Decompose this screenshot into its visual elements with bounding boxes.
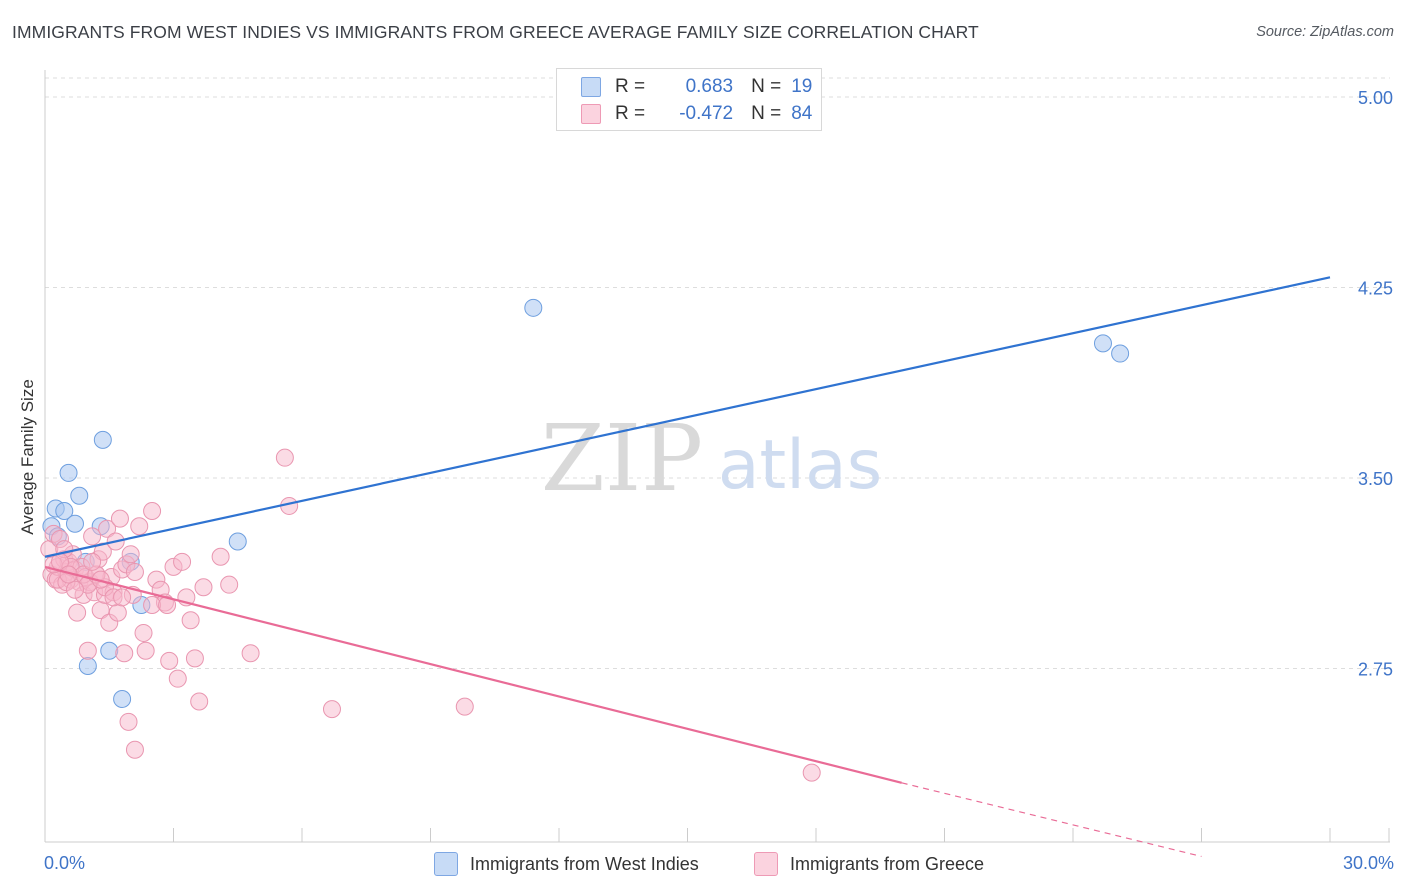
point-greece	[108, 603, 127, 622]
point-greece	[113, 588, 132, 607]
point-west-indies	[524, 298, 543, 317]
legend-r-value: 0.683	[685, 76, 734, 97]
point-greece	[160, 651, 179, 670]
point-greece	[136, 641, 155, 660]
point-greece	[173, 552, 192, 571]
legend-n-label: N =	[751, 76, 782, 97]
legend-n-label: N =	[751, 103, 782, 124]
correlation-legend: R = 0.683 N = 19 R = -0.472 N = 84	[556, 68, 822, 131]
series-swatch-greece	[754, 852, 778, 876]
point-west-indies	[228, 532, 247, 551]
point-greece	[143, 502, 162, 521]
x-tick-label-max: 30.0%	[1342, 853, 1394, 873]
y-axis-label: Average Family Size	[18, 379, 37, 535]
point-greece	[121, 545, 140, 564]
point-greece	[119, 712, 138, 731]
y-tick-label: 3.50	[1358, 469, 1393, 489]
trend-line-west-indies	[44, 276, 1331, 558]
point-greece	[455, 697, 474, 716]
point-greece	[65, 580, 84, 599]
point-west-indies	[100, 641, 119, 660]
source-credit: Source: ZipAtlas.com	[1256, 24, 1394, 40]
point-greece	[68, 603, 87, 622]
legend-row-greece: R = -0.472 N = 84	[557, 101, 812, 127]
point-west-indies	[1093, 334, 1112, 353]
point-greece	[78, 641, 97, 660]
point-west-indies	[65, 514, 84, 533]
point-greece	[134, 623, 153, 642]
y-tick-label: 4.25	[1358, 279, 1393, 299]
legend-r-label: R =	[615, 76, 646, 97]
point-west-indies	[59, 463, 78, 482]
data-points	[40, 298, 1130, 782]
point-greece	[98, 519, 117, 538]
legend-r-value: -0.472	[679, 103, 734, 124]
point-west-indies	[70, 486, 89, 505]
point-west-indies	[78, 656, 97, 675]
legend-swatch-greece	[581, 104, 601, 124]
point-greece	[125, 562, 144, 581]
point-greece	[211, 547, 230, 566]
point-greece	[130, 517, 149, 536]
point-greece	[220, 575, 239, 594]
point-greece	[110, 509, 129, 528]
point-greece	[194, 578, 213, 597]
point-greece	[185, 649, 204, 668]
point-greece	[322, 700, 341, 719]
trend-line-greece-extension	[901, 782, 1202, 858]
watermark-atlas: atlas	[718, 426, 882, 505]
legend-n-value: 84	[791, 103, 813, 124]
trend-lines	[44, 276, 1331, 858]
point-greece	[125, 740, 144, 759]
point-west-indies	[1111, 344, 1130, 363]
axes	[44, 70, 1390, 843]
axis-ticks: 2.75 3.50 4.25 5.00	[44, 88, 1393, 842]
point-greece	[802, 763, 821, 782]
point-greece	[181, 611, 200, 630]
series-label-greece: Immigrants from Greece	[790, 853, 985, 874]
point-west-indies	[55, 502, 74, 521]
point-greece	[115, 644, 134, 663]
point-greece	[275, 448, 294, 467]
x-tick-label-min: 0.0%	[44, 853, 86, 873]
watermark-zip: ZIP	[541, 405, 703, 512]
point-west-indies	[93, 430, 112, 449]
point-greece	[143, 596, 162, 614]
point-greece	[168, 669, 187, 688]
series-swatch-west-indies	[434, 852, 458, 876]
legend-r-label: R =	[615, 103, 646, 124]
series-legend-west-indies: Immigrants from West Indies	[434, 852, 699, 876]
point-west-indies	[113, 689, 132, 708]
legend-n-value: 19	[791, 76, 813, 97]
point-greece	[241, 644, 260, 663]
y-tick-label: 5.00	[1358, 88, 1393, 108]
legend-row-west-indies: R = 0.683 N = 19	[557, 74, 812, 100]
point-greece	[190, 692, 209, 711]
chart-title: IMMIGRANTS FROM WEST INDIES VS IMMIGRANT…	[12, 22, 979, 42]
y-tick-label: 2.75	[1358, 660, 1393, 680]
series-label-west-indies: Immigrants from West Indies	[470, 853, 699, 874]
point-greece	[158, 596, 177, 614]
gridlines	[45, 77, 1390, 669]
point-greece	[83, 527, 102, 546]
legend-swatch-west-indies	[581, 77, 601, 97]
series-legend-greece: Immigrants from Greece	[754, 852, 984, 876]
trend-line-greece	[44, 565, 902, 784]
point-greece	[83, 552, 102, 571]
